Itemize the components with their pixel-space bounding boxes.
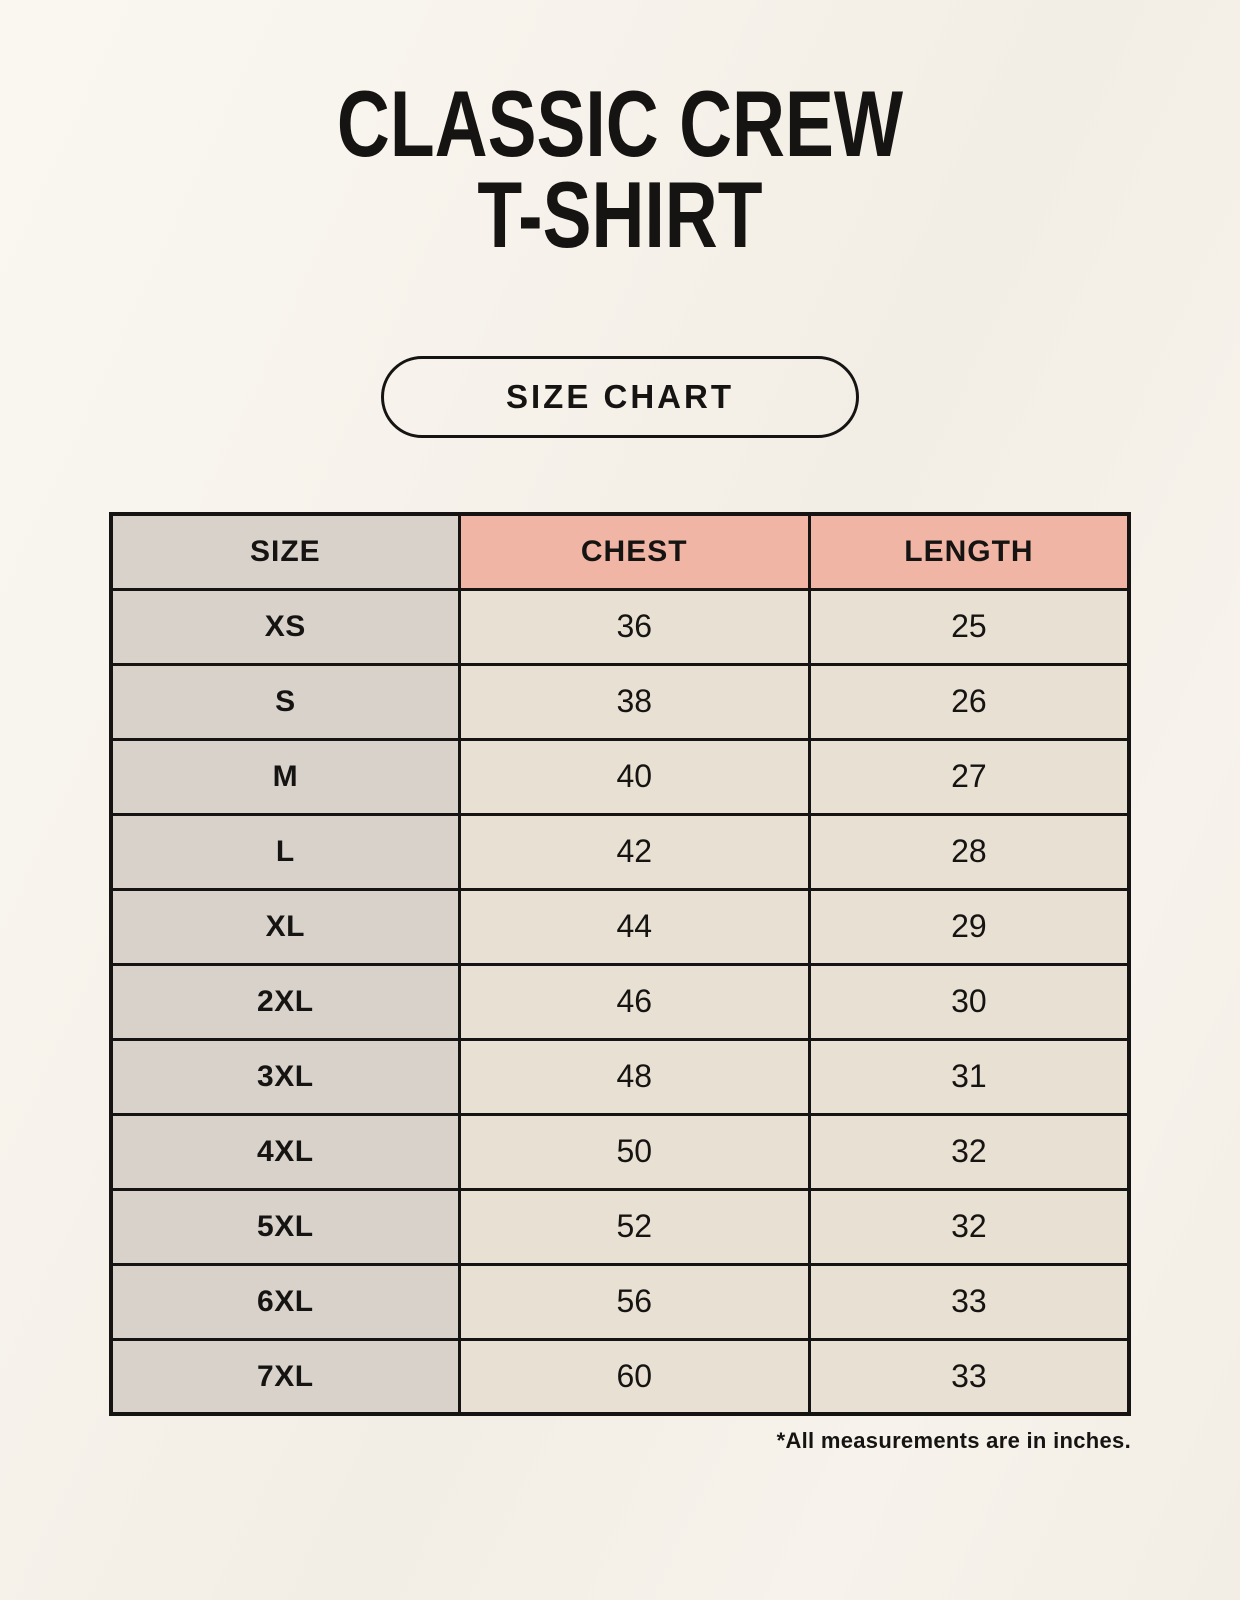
measurements-footnote: *All measurements are in inches. xyxy=(776,1428,1131,1454)
chest-cell: 40 xyxy=(457,737,811,816)
size-table: SIZE CHEST LENGTH XS 36 25 S 38 26 M 40 27 L 42 28 X… xyxy=(109,512,1131,1417)
size-cell: 2XL xyxy=(109,962,461,1041)
table-row: XL 44 29 xyxy=(109,887,1131,966)
size-cell: L xyxy=(109,812,461,891)
table-row: 3XL 48 31 xyxy=(109,1037,1131,1116)
length-cell: 26 xyxy=(807,662,1131,741)
size-table-body: XS 36 25 S 38 26 M 40 27 L 42 28 XL 44 29 2XL 46 30 3XL 48 3… xyxy=(109,587,1131,1416)
chest-cell: 44 xyxy=(457,887,811,966)
length-cell: 33 xyxy=(807,1262,1131,1341)
size-cell: M xyxy=(109,737,461,816)
table-row: 2XL 46 30 xyxy=(109,962,1131,1041)
length-cell: 25 xyxy=(807,587,1131,666)
chest-cell: 48 xyxy=(457,1037,811,1116)
header-length: LENGTH xyxy=(807,512,1131,591)
length-cell: 32 xyxy=(807,1187,1131,1266)
length-cell: 30 xyxy=(807,962,1131,1041)
chest-cell: 52 xyxy=(457,1187,811,1266)
table-row: 6XL 56 33 xyxy=(109,1262,1131,1341)
size-chart-button-row: SIZE CHART xyxy=(0,356,1240,439)
length-cell: 31 xyxy=(807,1037,1131,1116)
size-chart-button[interactable]: SIZE CHART xyxy=(381,356,859,439)
title-line-1: CLASSIC CREW xyxy=(336,71,904,176)
chest-cell: 50 xyxy=(457,1112,811,1191)
length-cell: 27 xyxy=(807,737,1131,816)
chest-cell: 60 xyxy=(457,1337,811,1416)
chest-cell: 56 xyxy=(457,1262,811,1341)
table-row: 5XL 52 32 xyxy=(109,1187,1131,1266)
title-line-2: T-SHIRT xyxy=(477,162,763,268)
length-cell: 28 xyxy=(807,812,1131,891)
size-cell: 7XL xyxy=(109,1337,461,1416)
header-chest: CHEST xyxy=(457,512,811,591)
chest-cell: 38 xyxy=(457,662,811,741)
table-row: 7XL 60 33 xyxy=(109,1337,1131,1416)
length-cell: 32 xyxy=(807,1112,1131,1191)
length-cell: 33 xyxy=(807,1337,1131,1416)
chest-cell: 46 xyxy=(457,962,811,1041)
size-cell: 3XL xyxy=(109,1037,461,1116)
table-row: XS 36 25 xyxy=(109,587,1131,666)
table-row: L 42 28 xyxy=(109,812,1131,891)
size-cell: S xyxy=(109,662,461,741)
table-header-row: SIZE CHEST LENGTH xyxy=(109,512,1131,591)
length-cell: 29 xyxy=(807,887,1131,966)
size-cell: XS xyxy=(109,587,461,666)
chest-cell: 42 xyxy=(457,812,811,891)
table-row: 4XL 50 32 xyxy=(109,1112,1131,1191)
table-row: M 40 27 xyxy=(109,737,1131,816)
page-title: CLASSIC CREW T-SHIRT xyxy=(136,0,1103,268)
chest-cell: 36 xyxy=(457,587,811,666)
size-cell: XL xyxy=(109,887,461,966)
size-cell: 5XL xyxy=(109,1187,461,1266)
header-size: SIZE xyxy=(109,512,461,591)
size-cell: 4XL xyxy=(109,1112,461,1191)
size-cell: 6XL xyxy=(109,1262,461,1341)
table-row: S 38 26 xyxy=(109,662,1131,741)
